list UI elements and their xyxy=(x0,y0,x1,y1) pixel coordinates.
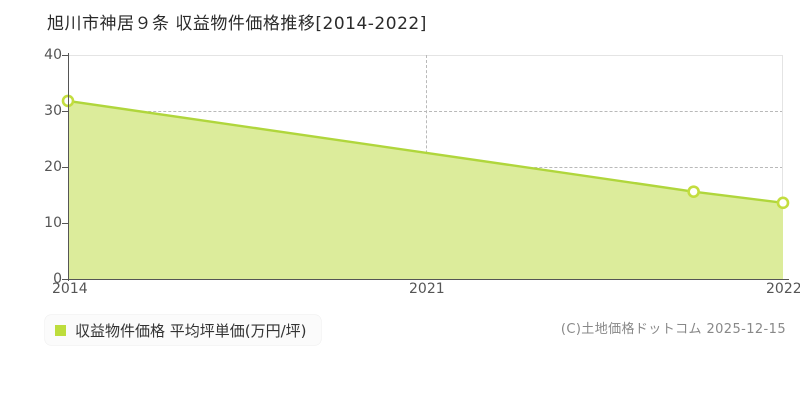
x-tick-label-2022: 2022 xyxy=(766,281,800,297)
area-fill xyxy=(68,100,783,279)
y-tick-mark-20 xyxy=(62,167,68,168)
y-tick-label-30: 30 xyxy=(44,103,62,119)
x-tick-label-2021: 2021 xyxy=(409,281,445,297)
data-point-2022[interactable] xyxy=(776,196,790,210)
copyright-credit: (C)土地価格ドットコム 2025-12-15 xyxy=(560,322,786,337)
x-axis-line xyxy=(62,279,789,280)
y-tick-mark-40 xyxy=(62,55,68,56)
data-point-2021[interactable] xyxy=(687,185,700,198)
y-tick-mark-30 xyxy=(62,111,68,112)
legend-color-swatch xyxy=(55,324,66,336)
chart-title: 旭川市神居９条 収益物件価格推移[2014-2022] xyxy=(47,14,427,34)
series-area-shape xyxy=(61,94,790,279)
y-axis-line xyxy=(68,53,69,281)
y-tick-label-20: 20 xyxy=(44,159,62,175)
x-axis-labels: 2014 2021 2022 xyxy=(0,281,800,305)
y-tick-label-40: 40 xyxy=(44,47,62,63)
chart-legend[interactable]: 収益物件価格 平均坪単価(万円/坪) xyxy=(45,315,321,345)
y-tick-label-10: 10 xyxy=(44,215,62,231)
y-tick-label-0: 0 xyxy=(53,271,62,287)
x-tick-label-2014: 2014 xyxy=(52,281,88,297)
legend-item-label: 収益物件価格 平均坪単価(万円/坪) xyxy=(75,321,307,340)
y-tick-mark-10 xyxy=(62,223,68,224)
y-axis-labels: 40 30 20 10 0 xyxy=(12,0,62,400)
plot-area xyxy=(61,55,790,279)
